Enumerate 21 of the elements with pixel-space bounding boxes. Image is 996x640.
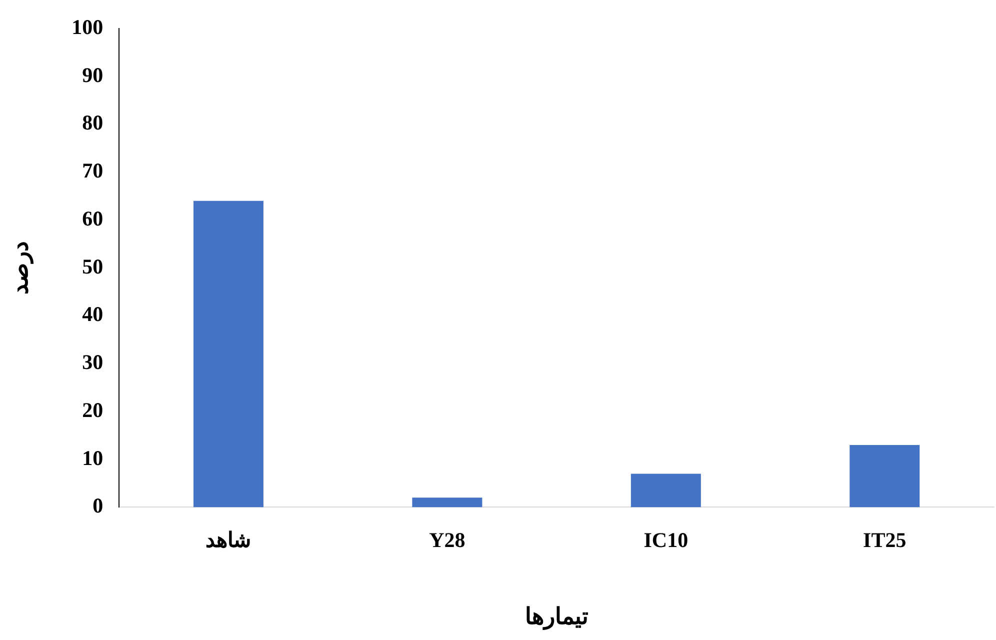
y-tick-label: 70: [82, 158, 104, 183]
bar: [412, 498, 482, 508]
x-tick-label: IC10: [644, 528, 688, 552]
y-tick-label: 30: [82, 350, 104, 374]
bar: [193, 200, 264, 508]
x-axis-title: تیمارها: [525, 604, 590, 632]
y-tick-label: 90: [82, 62, 104, 87]
x-tick-label: IT25: [863, 528, 906, 552]
x-tick-label: Y28: [429, 528, 466, 552]
y-axis-title: درصد: [8, 241, 35, 294]
y-tick-label: 50: [82, 254, 104, 278]
y-tick-label: 20: [82, 398, 104, 422]
y-tick-label: 10: [82, 446, 104, 470]
y-tick-label: 100: [72, 15, 104, 40]
y-tick-label: 0: [92, 494, 104, 518]
y-tick-label: 40: [82, 302, 104, 326]
y-tick-label: 80: [82, 110, 104, 135]
y-tick-label: 60: [82, 206, 104, 230]
x-tick-label: شاهد: [205, 528, 252, 552]
bar: [850, 444, 920, 508]
bar: [630, 474, 701, 508]
